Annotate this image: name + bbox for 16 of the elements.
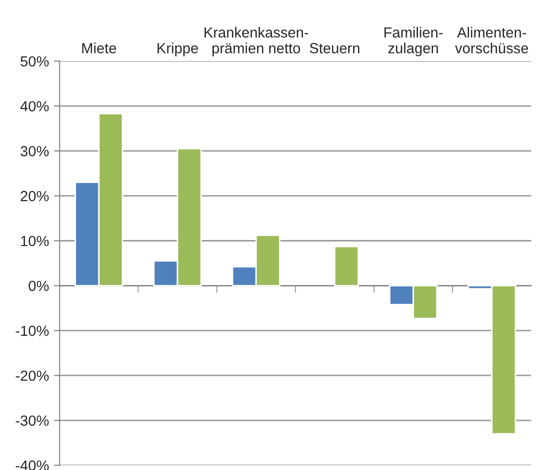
y-tick-label: 0%	[28, 280, 49, 292]
x-tick-label: Krippe	[158, 42, 198, 56]
y-tick-label: -30%	[16, 415, 49, 426]
y-tick-label: 10%	[21, 236, 49, 246]
y-tick-label: 40%	[20, 101, 49, 112]
bar	[334, 246, 359, 286]
y-tick-label: 50%	[20, 56, 49, 67]
y-tick-label: -10%	[16, 326, 49, 336]
x-tick-label: Alimenten- vorschüsse	[455, 26, 528, 54]
x-tick-label: Miete	[82, 42, 116, 54]
x-tick-label: Steuern	[310, 43, 360, 54]
x-tick-label: Familien- zulagen	[384, 26, 443, 56]
y-tick-label: 20%	[20, 190, 49, 202]
x-tick-label: Krankenkassen- prämien netto	[204, 26, 308, 56]
y-tick-label: 30%	[20, 146, 49, 156]
y-tick-label: -20%	[16, 370, 49, 381]
